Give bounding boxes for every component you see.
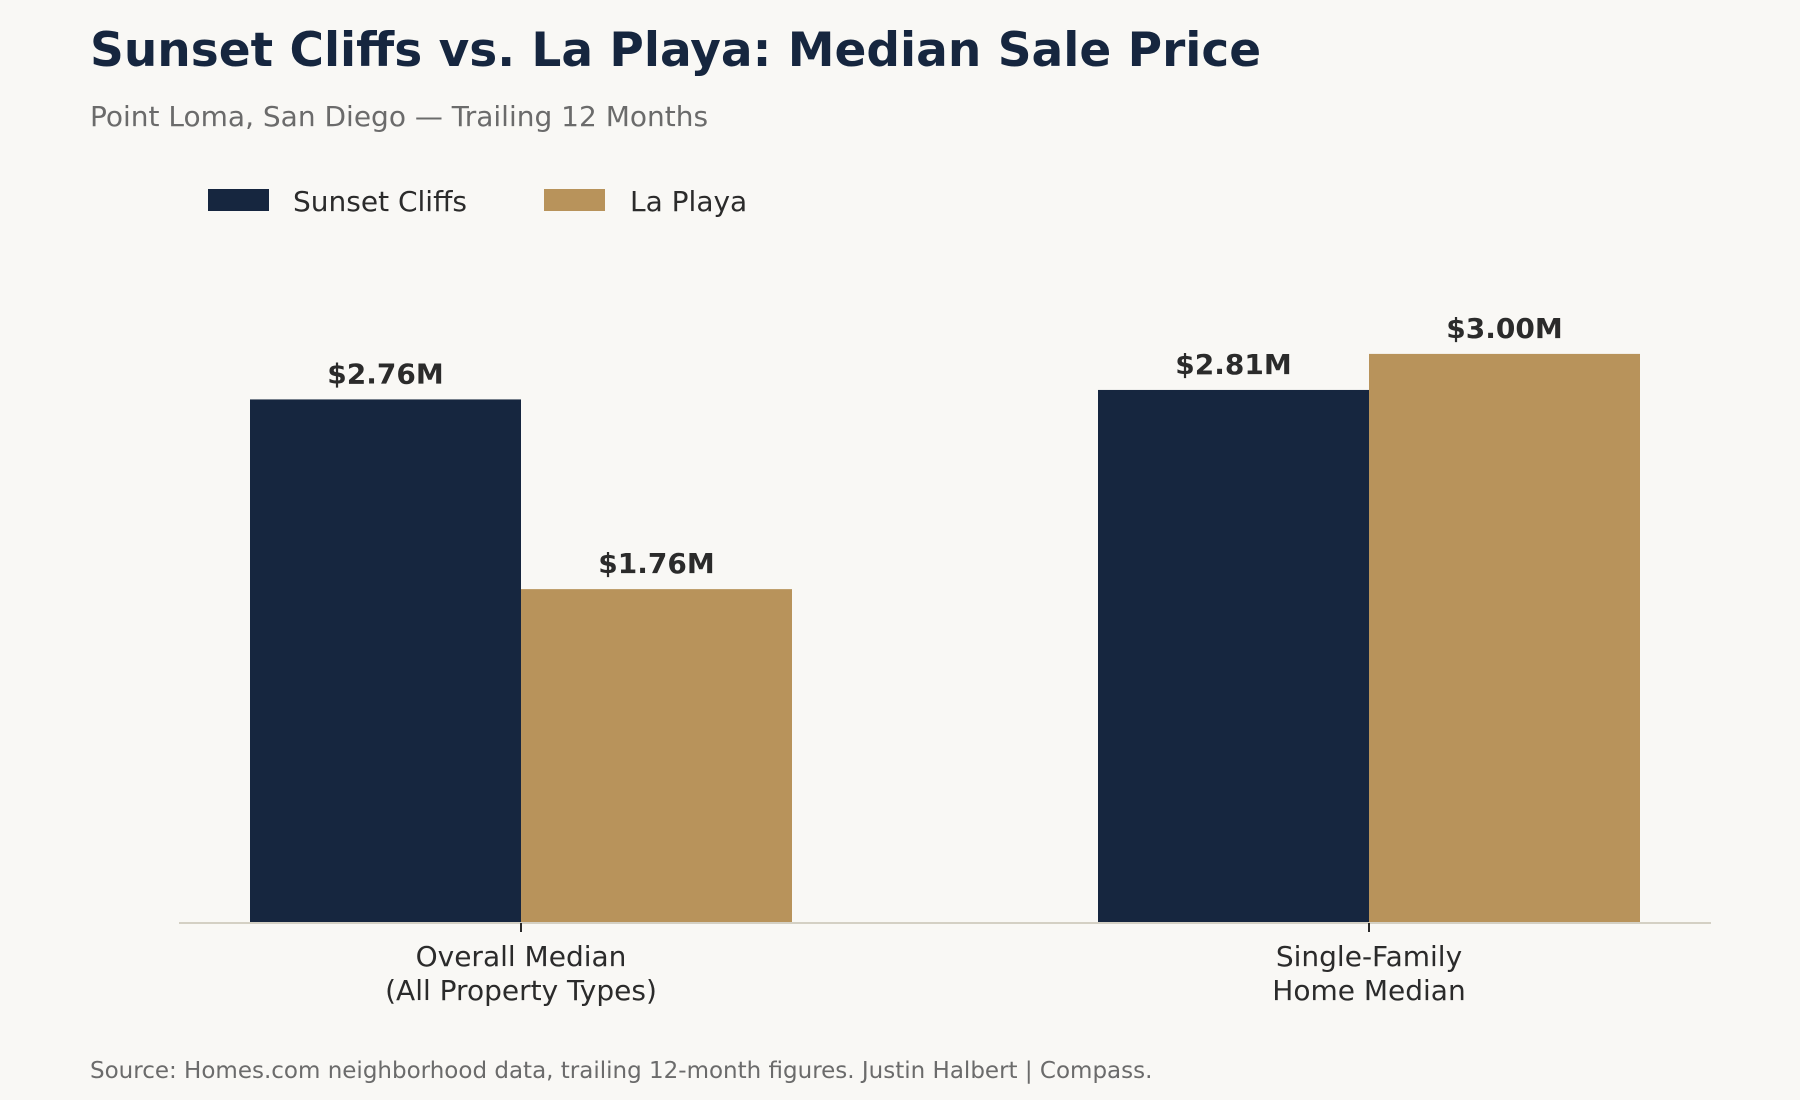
- data-label-la-playa-1: $1.76M: [598, 547, 714, 580]
- x-tick-label-line: Overall Median: [416, 940, 627, 973]
- legend: Sunset Cliffs La Playa: [208, 185, 747, 218]
- data-label-sunset-cliffs-1: $2.76M: [327, 357, 443, 390]
- x-tick-label-2: Single-Family Home Median: [1272, 940, 1465, 1007]
- bars-group: [250, 353, 1640, 924]
- legend-swatch-la-playa: [544, 189, 605, 211]
- data-labels-group: $2.76M $2.81M $1.76M $3.00M: [327, 312, 1562, 580]
- bar-la-playa-2: [1369, 353, 1640, 923]
- data-label-sunset-cliffs-2: $2.81M: [1175, 348, 1291, 381]
- data-label-la-playa-2: $3.00M: [1446, 312, 1562, 345]
- x-tick-label-line: Home Median: [1272, 974, 1465, 1007]
- legend-label-sunset-cliffs: Sunset Cliffs: [293, 185, 467, 218]
- chart-subtitle: Point Loma, San Diego — Trailing 12 Mont…: [90, 100, 708, 133]
- x-tick-label-line: Single-Family: [1276, 940, 1462, 973]
- chart-title: Sunset Cliffs vs. La Playa: Median Sale …: [90, 23, 1261, 78]
- legend-label-la-playa: La Playa: [630, 185, 747, 218]
- bar-la-playa-1: [521, 589, 792, 923]
- bar-sunset-cliffs-1: [250, 399, 521, 924]
- x-tick-label-1: Overall Median (All Property Types): [385, 940, 657, 1007]
- x-tick-label-line: (All Property Types): [385, 974, 657, 1007]
- bar-sunset-cliffs-2: [1098, 389, 1369, 923]
- x-axis-ticks: Overall Median (All Property Types) Single…: [385, 923, 1466, 1007]
- legend-swatch-sunset-cliffs: [208, 189, 269, 211]
- source-note: Source: Homes.com neighborhood data, tra…: [90, 1058, 1152, 1084]
